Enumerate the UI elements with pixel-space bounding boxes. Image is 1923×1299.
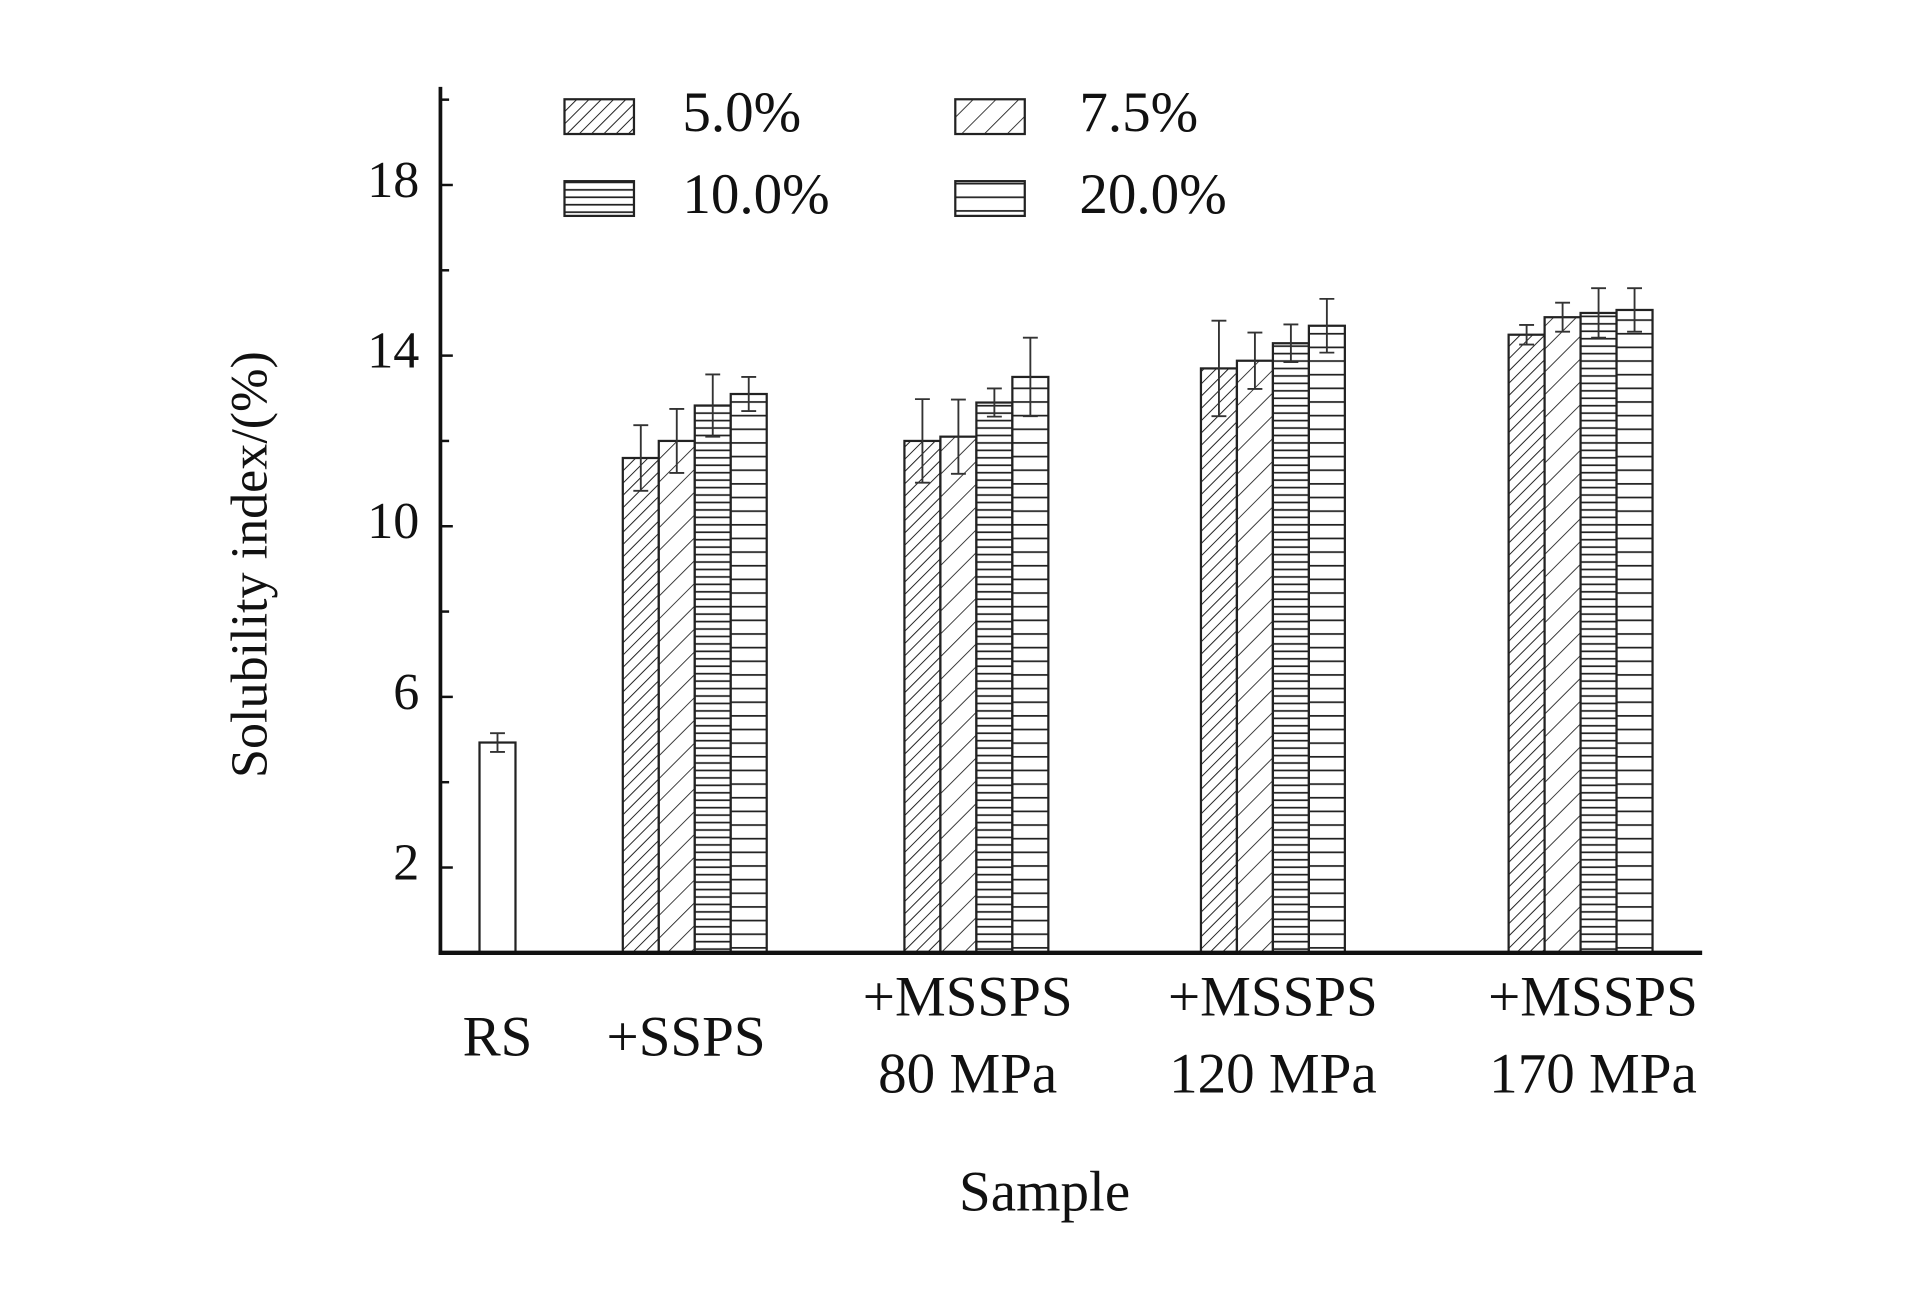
error-bar — [1247, 331, 1263, 390]
error-bar — [669, 408, 685, 474]
error-bar — [633, 424, 649, 492]
y-axis-label: Solubility index/(%) — [221, 351, 278, 778]
error-bar — [1319, 297, 1335, 354]
legend-swatch — [954, 98, 1026, 136]
legend-swatch — [563, 98, 636, 136]
bar — [1235, 359, 1275, 954]
error-bar — [914, 398, 930, 484]
bar — [939, 435, 978, 954]
y-tick-label: 2 — [393, 834, 419, 891]
bar — [1543, 316, 1582, 954]
bar — [1507, 333, 1546, 954]
bar — [729, 392, 768, 954]
error-bar — [1627, 287, 1642, 333]
x-tick-label: +MSSPS — [1168, 966, 1378, 1029]
bar — [478, 741, 517, 954]
legend-label: 10.0% — [682, 163, 829, 226]
x-tick-label: 80 MPa — [878, 1042, 1057, 1105]
bar — [903, 439, 942, 954]
error-bar — [741, 376, 757, 413]
bar — [1199, 367, 1239, 954]
error-bar — [490, 732, 505, 753]
legend-label: 7.5% — [1079, 81, 1198, 144]
error-bar — [1022, 336, 1038, 418]
y-tick-label: 18 — [367, 152, 419, 209]
bar — [693, 404, 732, 954]
x-tick-label: +MSSPS — [863, 966, 1073, 1029]
error-bar — [1519, 323, 1535, 346]
legend-label: 20.0% — [1079, 163, 1226, 226]
error-bar — [705, 373, 721, 438]
legend-label: 5.0% — [682, 81, 801, 144]
bar — [1011, 375, 1050, 954]
bar — [1307, 324, 1346, 954]
x-tick-label: RS — [463, 1005, 533, 1068]
bar — [1579, 311, 1618, 954]
y-tick-label: 10 — [367, 493, 419, 550]
error-bar — [1591, 287, 1607, 339]
error-bar — [950, 398, 966, 475]
bar — [657, 439, 696, 954]
error-bar — [1211, 319, 1227, 418]
error-bar — [1555, 301, 1571, 333]
y-tick-label: 6 — [393, 664, 419, 721]
y-tick-label: 14 — [367, 323, 419, 380]
x-tick-label: 120 MPa — [1169, 1042, 1377, 1105]
legend-swatch — [954, 180, 1026, 218]
x-tick-label: +MSSPS — [1488, 966, 1698, 1029]
legend-swatch — [563, 180, 636, 218]
bar — [975, 401, 1014, 954]
bar — [621, 456, 660, 954]
x-axis-label: Sample — [959, 1160, 1130, 1223]
bar — [1615, 308, 1654, 954]
bar — [1271, 342, 1310, 954]
error-bar — [1283, 323, 1299, 363]
error-bar — [986, 387, 1002, 418]
x-tick-label: 170 MPa — [1489, 1042, 1697, 1105]
x-tick-label: +SSPS — [607, 1005, 766, 1068]
